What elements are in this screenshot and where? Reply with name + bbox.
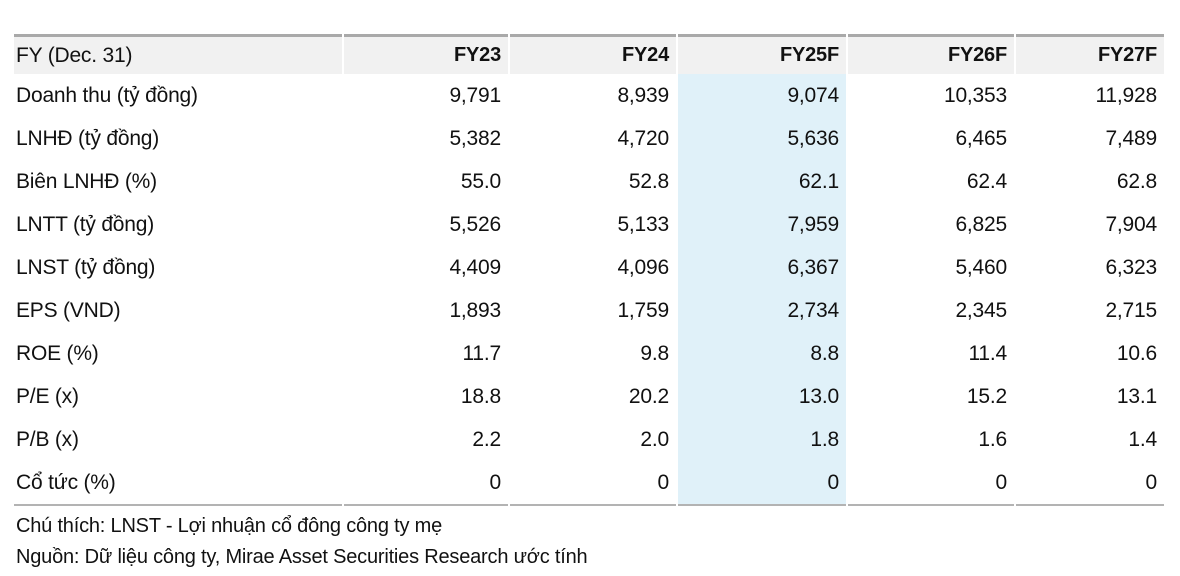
cell-value: 11,928	[1095, 83, 1158, 107]
cell-value: 1.6	[978, 427, 1007, 451]
cell-value: 55.0	[460, 169, 501, 193]
cell-value: 7,904	[1105, 212, 1157, 236]
table-row: P/E (x) 18.8 20.2 13.0 15.2 13.1	[14, 375, 1164, 418]
row-label: EPS (VND)	[16, 298, 121, 322]
cell-value: 5,526	[449, 212, 501, 236]
row-label: ROE (%)	[16, 341, 99, 365]
footnotes: Chú thích: LNST - Lợi nhuận cổ đông công…	[12, 511, 1168, 573]
table-row: ROE (%) 11.7 9.8 8.8 11.4 10.6	[14, 332, 1164, 375]
header-row: FY (Dec. 31) FY23 FY24 FY25F FY26F FY27F	[14, 34, 1164, 74]
cell-value: 10,353	[943, 83, 1007, 107]
cell-value: 9,791	[449, 83, 501, 107]
table-row: Doanh thu (tỷ đồng) 9,791 8,939 9,074 10…	[14, 74, 1164, 117]
cell-value: 4,096	[617, 255, 669, 279]
cell-value: 6,323	[1105, 255, 1157, 279]
cell-value: 0	[678, 461, 846, 506]
table-row: Cổ tức (%) 0 0 0 0 0	[14, 461, 1164, 506]
row-label: P/E (x)	[16, 384, 79, 408]
cell-value: 4,720	[617, 126, 669, 150]
cell-value: 2,734	[678, 289, 846, 332]
cell-value: 2,345	[955, 298, 1007, 322]
cell-value: 5,382	[449, 126, 501, 150]
table-row: EPS (VND) 1,893 1,759 2,734 2,345 2,715	[14, 289, 1164, 332]
cell-value: 18.8	[460, 384, 501, 408]
cell-value: 0	[848, 461, 1014, 506]
cell-value: 2,715	[1105, 298, 1157, 322]
cell-value: 62.1	[678, 160, 846, 203]
cell-value: 13.0	[678, 375, 846, 418]
table-row: LNTT (tỷ đồng) 5,526 5,133 7,959 6,825 7…	[14, 203, 1164, 246]
cell-value: 0	[1016, 461, 1164, 506]
cell-value: 0	[344, 461, 508, 506]
table-body: Doanh thu (tỷ đồng) 9,791 8,939 9,074 10…	[14, 74, 1164, 506]
cell-value: 11.7	[462, 341, 501, 365]
cell-value: 62.4	[966, 169, 1007, 193]
row-label: LNST (tỷ đồng)	[16, 255, 156, 279]
cell-value: 13.1	[1116, 384, 1157, 408]
table-row: P/B (x) 2.2 2.0 1.8 1.6 1.4	[14, 418, 1164, 461]
cell-value: 10.6	[1116, 341, 1157, 365]
cell-value: 1,759	[617, 298, 669, 322]
cell-value: 7,959	[678, 203, 846, 246]
cell-value: 6,825	[955, 212, 1007, 236]
row-label: LNTT (tỷ đồng)	[16, 212, 155, 236]
cell-value: 9.8	[640, 341, 669, 365]
cell-value: 5,133	[617, 212, 669, 236]
cell-value: 52.8	[628, 169, 669, 193]
footnote-source: Nguồn: Dữ liệu công ty, Mirae Asset Secu…	[16, 546, 588, 568]
cell-value: 1.8	[678, 418, 846, 461]
row-label: P/B (x)	[16, 427, 79, 451]
cell-value: 1,893	[449, 298, 501, 322]
header-col-fy27f: FY27F	[1016, 34, 1164, 74]
cell-value: 9,074	[678, 74, 846, 117]
cell-value: 5,636	[678, 117, 846, 160]
cell-value: 2.2	[472, 427, 501, 451]
cell-value: 6,367	[678, 246, 846, 289]
cell-value: 8.8	[678, 332, 846, 375]
cell-value: 6,465	[955, 126, 1007, 150]
cell-value: 15.2	[966, 384, 1007, 408]
row-label: Cổ tức (%)	[14, 461, 342, 506]
header-col-fy26f: FY26F	[848, 34, 1014, 74]
cell-value: 11.4	[968, 341, 1007, 365]
row-label: LNHĐ (tỷ đồng)	[16, 126, 160, 150]
table-row: LNHĐ (tỷ đồng) 5,382 4,720 5,636 6,465 7…	[14, 117, 1164, 160]
cell-value: 7,489	[1105, 126, 1157, 150]
cell-value: 0	[510, 461, 676, 506]
table-row: Biên LNHĐ (%) 55.0 52.8 62.1 62.4 62.8	[14, 160, 1164, 203]
financial-summary-table: FY (Dec. 31) FY23 FY24 FY25F FY26F FY27F…	[12, 34, 1166, 506]
row-label: Biên LNHĐ (%)	[16, 169, 157, 193]
cell-value: 2.0	[640, 427, 669, 451]
header-col-fy25f: FY25F	[678, 34, 846, 74]
row-label: Doanh thu (tỷ đồng)	[16, 83, 198, 107]
cell-value: 62.8	[1116, 169, 1157, 193]
table-row: LNST (tỷ đồng) 4,409 4,096 6,367 5,460 6…	[14, 246, 1164, 289]
header-fiscal-year-label: FY (Dec. 31)	[14, 34, 342, 74]
cell-value: 8,939	[617, 83, 669, 107]
cell-value: 1.4	[1128, 427, 1157, 451]
cell-value: 4,409	[449, 255, 501, 279]
cell-value: 20.2	[628, 384, 669, 408]
header-col-fy24: FY24	[510, 34, 676, 74]
cell-value: 5,460	[955, 255, 1007, 279]
footnote-legend: Chú thích: LNST - Lợi nhuận cổ đông công…	[16, 515, 443, 537]
header-col-fy23: FY23	[344, 34, 508, 74]
